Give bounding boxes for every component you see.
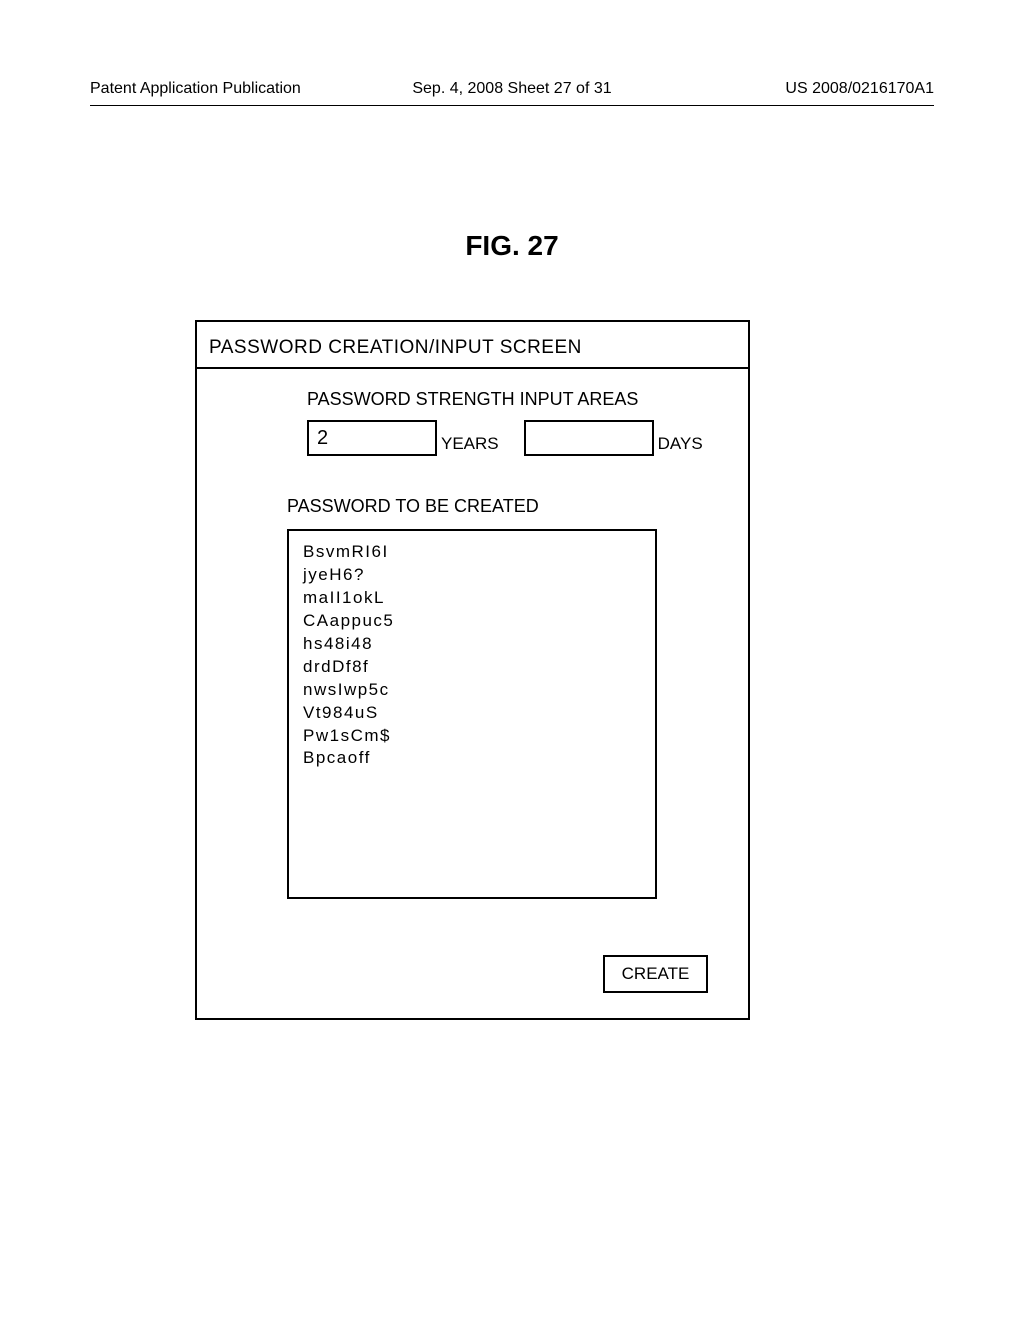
password-item: Pw1sCm$ [303,725,641,748]
days-input[interactable] [524,420,654,456]
password-item: hs48i48 [303,633,641,656]
password-item: maII1okL [303,587,641,610]
password-item: Vt984uS [303,702,641,725]
password-item: CAappuc5 [303,610,641,633]
strength-label: PASSWORD STRENGTH INPUT AREAS [307,389,718,410]
strength-inputs-row: 2 YEARS DAYS [307,420,718,456]
screen-title: PASSWORD CREATION/INPUT SCREEN [197,322,748,369]
password-item: Bpcaoff [303,747,641,770]
header-right: US 2008/0216170A1 [785,80,934,98]
passwords-output: BsvmRI6I jyeH6? maII1okL CAappuc5 hs48i4… [287,529,657,899]
years-input[interactable]: 2 [307,420,437,456]
create-button[interactable]: CREATE [603,955,708,993]
password-item: BsvmRI6I [303,541,641,564]
password-item: nwsIwp5c [303,679,641,702]
page-header: Patent Application Publication Sep. 4, 2… [0,80,1024,98]
header-center: Sep. 4, 2008 Sheet 27 of 31 [412,80,611,98]
figure-title: FIG. 27 [465,230,558,262]
header-left: Patent Application Publication [90,80,301,98]
days-label: DAYS [658,434,703,456]
years-label: YEARS [441,434,499,456]
password-item: drdDf8f [303,656,641,679]
password-item: jyeH6? [303,564,641,587]
passwords-label: PASSWORD TO BE CREATED [287,496,718,517]
password-screen: PASSWORD CREATION/INPUT SCREEN PASSWORD … [195,320,750,1020]
screen-body: PASSWORD STRENGTH INPUT AREAS 2 YEARS DA… [197,369,748,919]
header-divider [90,105,934,106]
